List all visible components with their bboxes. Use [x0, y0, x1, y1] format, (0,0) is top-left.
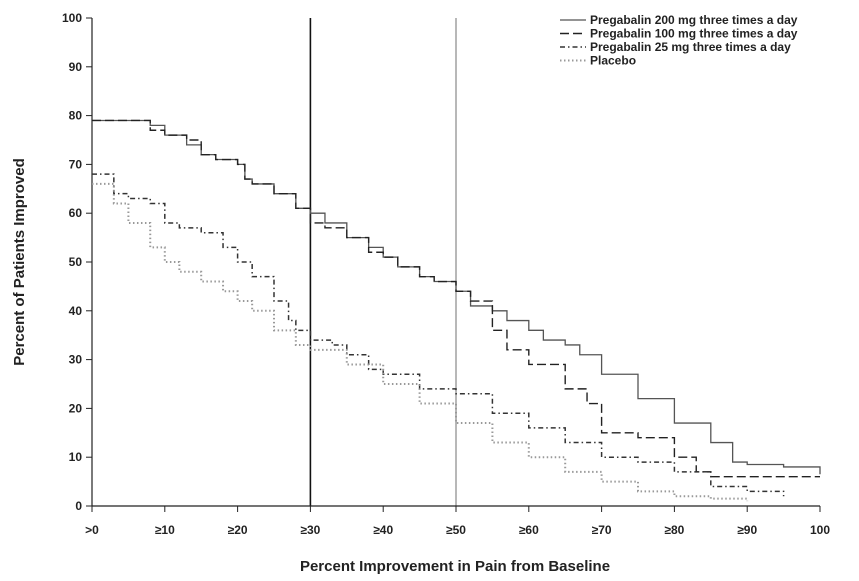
x-tick-label: ≥60: [519, 523, 539, 537]
y-tick-label: 20: [69, 401, 83, 415]
x-tick-label: ≥40: [373, 523, 393, 537]
y-tick-label: 30: [69, 353, 83, 367]
y-tick-label: 0: [75, 499, 82, 513]
y-tick-label: 50: [69, 255, 83, 269]
series-line-4: [92, 182, 749, 502]
x-tick-label: ≥70: [592, 523, 612, 537]
y-tick-label: 80: [69, 109, 83, 123]
y-tick-label: 70: [69, 157, 83, 171]
series-line-2: [92, 119, 820, 478]
legend-label-3: Pregabalin 25 mg three times a day: [590, 40, 791, 54]
reference-lines: [309, 18, 457, 506]
legend-label-4: Placebo: [590, 54, 636, 68]
x-tick-label: ≥80: [664, 523, 684, 537]
x-tick-label: >0: [85, 523, 99, 537]
y-tick-label: 90: [69, 60, 83, 74]
x-tick-label: 100: [810, 523, 830, 537]
y-axis-ticks: 0 10 20 30 40 50 60 70 80 90 100: [62, 11, 92, 513]
x-axis-title: Percent Improvement in Pain from Baselin…: [300, 558, 610, 575]
x-tick-label: ≥10: [155, 523, 175, 537]
y-tick-label: 60: [69, 206, 83, 220]
x-tick-label: ≥30: [300, 523, 320, 537]
x-tick-label: ≥90: [737, 523, 757, 537]
y-tick-label: 10: [69, 450, 83, 464]
series-line-3: [92, 173, 785, 497]
x-axis-ticks: >0 ≥10 ≥20 ≥30 ≥40 ≥50 ≥60 ≥70 ≥80 ≥90 100: [85, 506, 830, 537]
legend-label-1: Pregabalin 200 mg three times a day: [590, 13, 798, 27]
series-lines: [92, 119, 821, 502]
x-tick-label: ≥20: [228, 523, 248, 537]
legend-label-2: Pregabalin 100 mg three times a day: [590, 27, 798, 41]
y-tick-label: 100: [62, 11, 82, 25]
y-axis-title: Percent of Patients Improved: [11, 158, 28, 366]
y-tick-label: 40: [69, 304, 83, 318]
legend: Pregabalin 200 mg three times a dayPrega…: [560, 13, 798, 68]
x-tick-label: ≥50: [446, 523, 466, 537]
